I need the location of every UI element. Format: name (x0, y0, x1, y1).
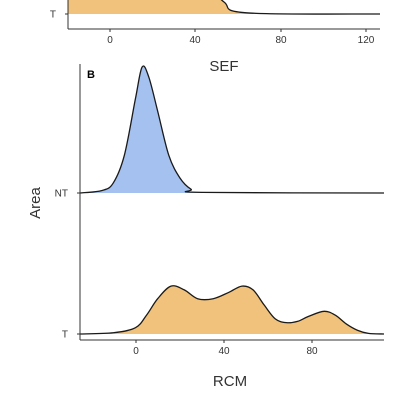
x-tick-label-80: 80 (275, 35, 287, 46)
x-tick-label-40: 40 (189, 35, 201, 46)
panel-a-ridges (68, 0, 381, 15)
panel-b-x-axis-title: RCM (213, 373, 247, 390)
ridge-line-t (79, 285, 385, 335)
ridge-area-nt (80, 65, 384, 193)
x-tick-label-120: 120 (358, 35, 375, 46)
ridge-area-t (80, 285, 384, 334)
y-tick-label-t: T (62, 330, 68, 341)
ridge-area-t (68, 0, 380, 15)
panel-b-label: B (87, 69, 95, 81)
panel-b-y-ticks: T NT (55, 189, 80, 341)
panel-b-ridges (79, 65, 385, 335)
x-tick-label-80: 80 (306, 346, 318, 357)
x-tick-label-0: 0 (133, 346, 139, 357)
panel-a-x-ticks: 0 40 80 120 (107, 29, 375, 46)
y-tick-label-nt: NT (55, 189, 68, 200)
y-tick-label-t: T (50, 10, 56, 21)
x-tick-label-0: 0 (107, 35, 113, 46)
x-tick-label-40: 40 (218, 346, 230, 357)
panel-b-y-axis-title: Area (27, 187, 44, 219)
panel-a-y-ticks: T (50, 10, 68, 21)
ridge-line-t (220, 0, 381, 15)
ridge-line-nt (79, 65, 385, 194)
panel-b: T NT 0 40 80 B RCM Area (27, 64, 385, 390)
panel-a-x-axis-title: SEF (209, 58, 238, 75)
panel-b-x-ticks: 0 40 80 (133, 340, 318, 357)
panel-a: T 0 40 80 120 SEF (50, 0, 381, 75)
